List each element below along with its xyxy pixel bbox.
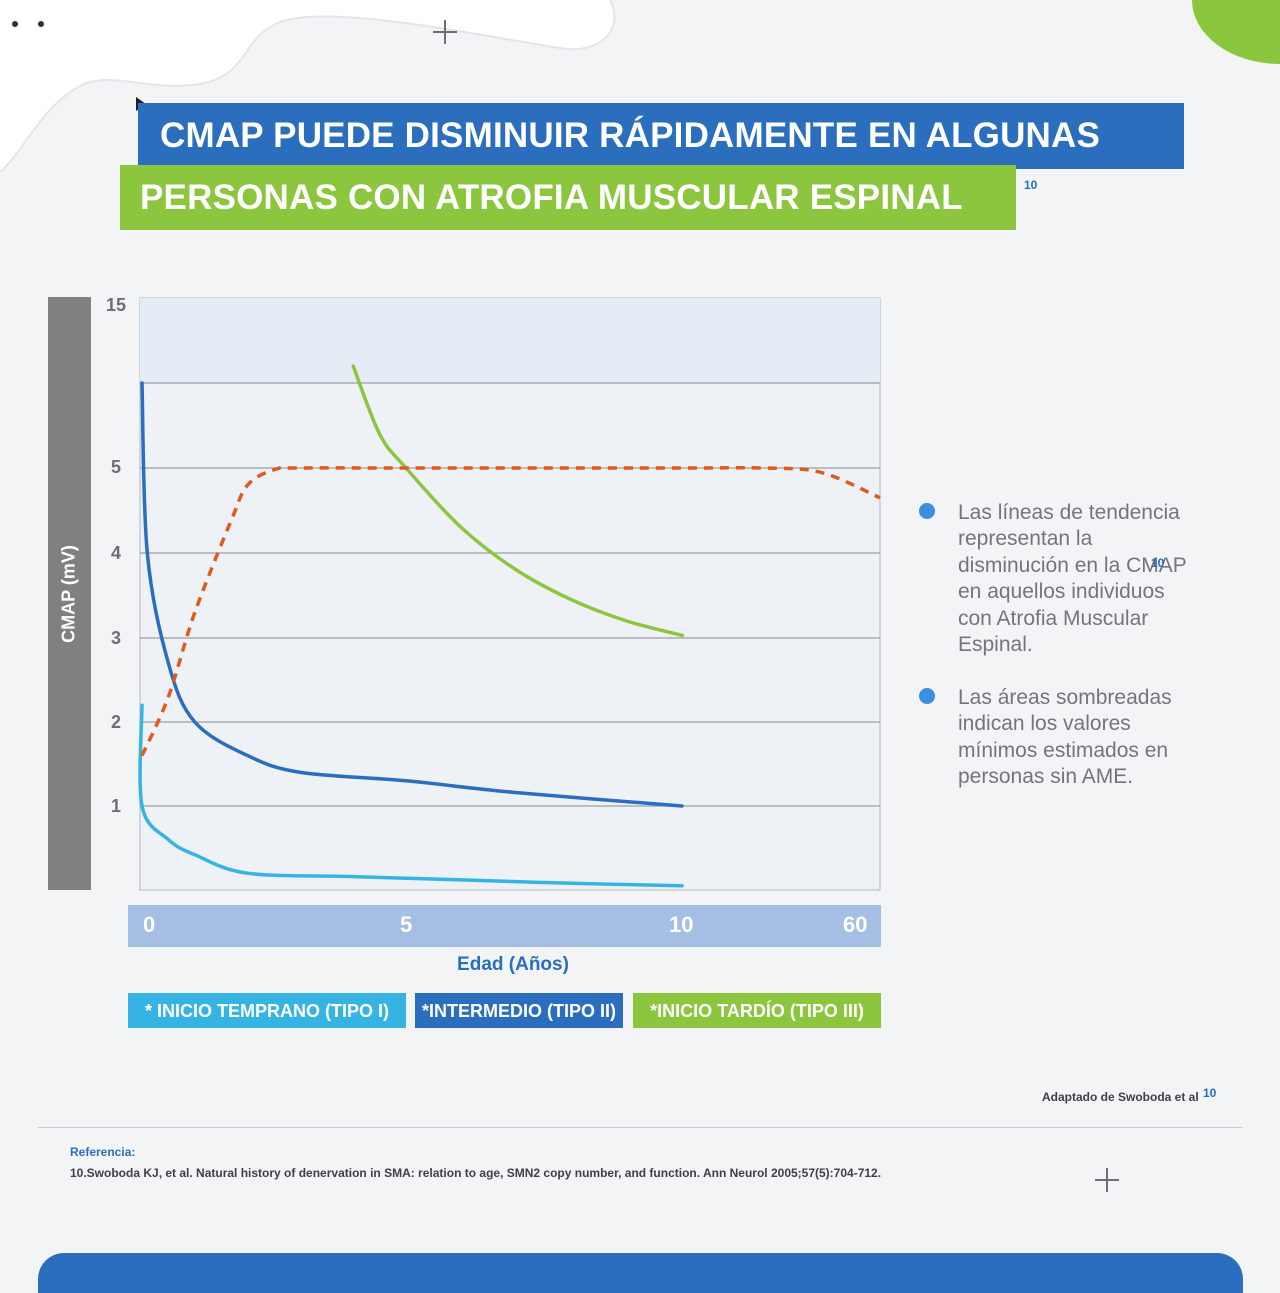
bullet-icon — [919, 503, 935, 519]
legend-item-type-3: *INICIO TARDÍO (TIPO III) — [633, 993, 881, 1028]
legend-item-type-1: * INICIO TEMPRANO (TIPO I) — [128, 993, 406, 1028]
x-tick-label: 5 — [400, 912, 413, 937]
x-axis-label: Edad (Años) — [457, 954, 569, 975]
series-line-type-3 — [351, 364, 685, 638]
divider — [38, 1127, 1243, 1128]
shaded-area-normal-values — [140, 298, 880, 383]
background-wave-shape — [0, 0, 616, 173]
reference-text: 10.Swoboda KJ, et al. Natural history of… — [70, 1166, 882, 1180]
x-axis-bar — [128, 905, 881, 947]
source-reference-superscript: 10 — [1203, 1086, 1217, 1100]
y-axis-label-bar — [48, 297, 91, 890]
y-tick-label: 2 — [110, 712, 121, 732]
decorative-plus-icon — [1095, 1168, 1119, 1192]
y-tick-label: 4 — [110, 543, 121, 563]
x-tick-label: 10 — [669, 912, 694, 937]
series-line-type-2 — [140, 381, 684, 808]
note-reference-superscript: 10 — [1151, 556, 1165, 570]
plot-area — [139, 297, 881, 891]
cmap-line-chart — [138, 297, 881, 891]
y-tick-label: 1 — [110, 796, 121, 816]
y-tick-label: 15 — [105, 295, 127, 315]
series-line-type-1 — [138, 703, 684, 888]
legend-item-type-2: *INTERMEDIO (TIPO II) — [415, 993, 623, 1028]
bullet-icon — [919, 688, 935, 704]
decorative-dot — [38, 21, 44, 27]
decorative-dot — [12, 21, 18, 27]
title-line-2: PERSONAS CON ATROFIA MUSCULAR ESPINAL — [120, 165, 1016, 230]
y-tick-label: 5 — [110, 457, 121, 477]
series-line-reference-dashed — [140, 465, 881, 757]
x-tick-label: 60 — [843, 912, 868, 937]
note-shaded-areas: Las áreas sombreadas indican los valores… — [958, 686, 1172, 789]
source-attribution: Adaptado de Swoboda et al — [1042, 1090, 1199, 1104]
x-tick-label: 0 — [143, 912, 156, 937]
note-trend-lines: Las líneas de tendencia representan la d… — [958, 501, 1187, 657]
title-line-1: CMAP PUEDE DISMINUIR RÁPIDAMENTE EN ALGU… — [138, 103, 1184, 169]
reference-title: Referencia: — [70, 1145, 136, 1159]
decorative-plus-icon — [433, 20, 457, 44]
y-tick-label: 3 — [110, 628, 121, 648]
footer-bar — [38, 1253, 1243, 1293]
title-reference-superscript: 10 — [1024, 178, 1038, 192]
